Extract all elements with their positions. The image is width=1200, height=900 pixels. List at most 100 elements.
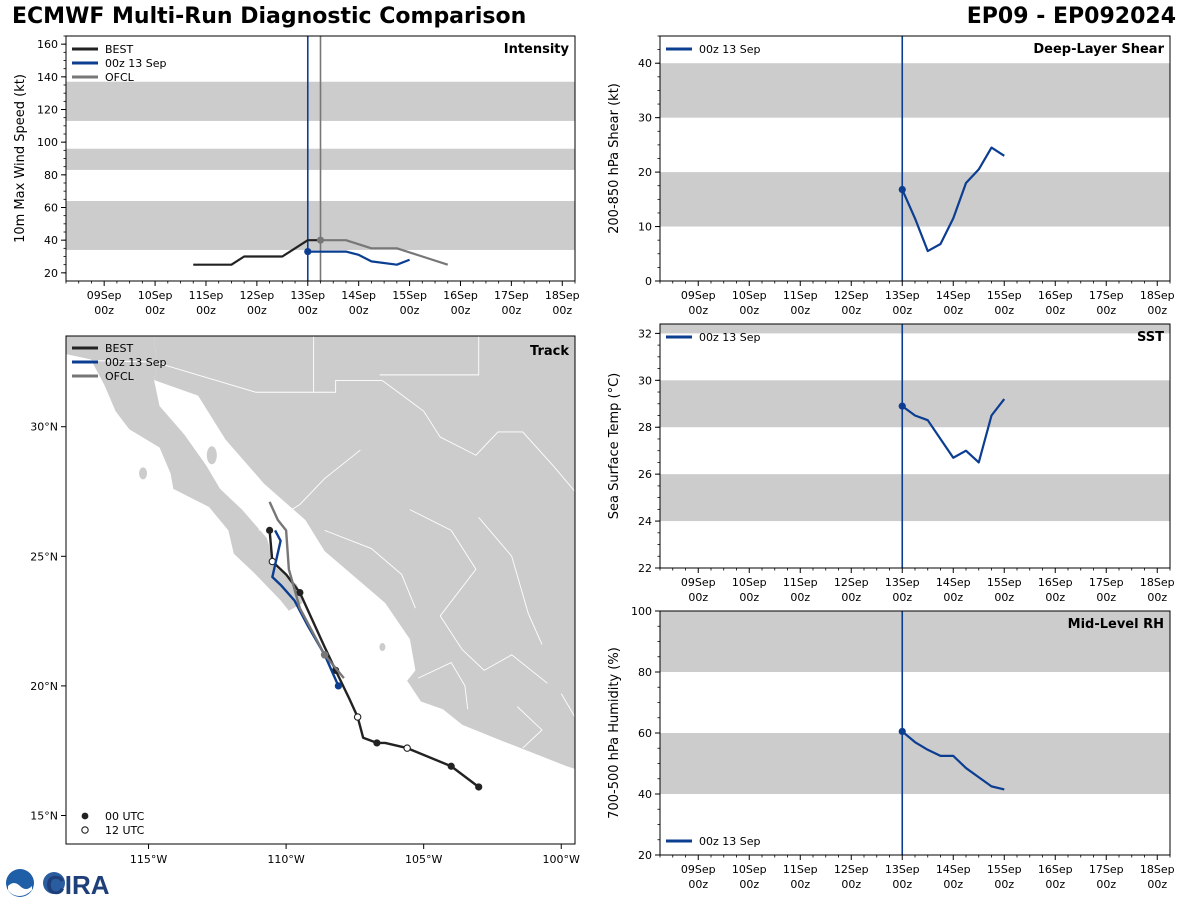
x-tick-label: 09Sep [681, 289, 716, 302]
y-axis-label: 200-850 hPa Shear (kt) [607, 83, 622, 234]
track-point-00utc [296, 588, 304, 597]
political-boundary [409, 509, 477, 617]
x-tick-label: 00z [1045, 591, 1065, 604]
x-tick-label: 14Sep [936, 863, 971, 876]
threshold-band [660, 380, 1170, 428]
x-tick-label: 00z [688, 304, 708, 317]
legend-label: 00 UTC [105, 810, 145, 823]
x-tick-label: 00z [298, 304, 318, 317]
x-tick-label: 12Sep [240, 289, 275, 302]
x-tick-label: 10Sep [138, 289, 173, 302]
track-point-ofcl [320, 650, 329, 659]
x-tick-label: 10Sep [732, 863, 767, 876]
x-tick-label: 00z [1096, 591, 1116, 604]
x-tick-label: 00z [688, 878, 708, 891]
track-point-12utc [353, 713, 362, 721]
track-point-00utc [447, 762, 455, 770]
y-tick-label: 20 [638, 849, 652, 862]
x-tick-label: 14Sep [341, 289, 376, 302]
baja-peninsula [66, 336, 303, 611]
x-tick-label: 16Sep [1038, 576, 1073, 589]
y-tick-label: 80 [44, 169, 58, 182]
lat-tick-label: 30°N [30, 421, 58, 434]
lon-tick-label: 110°W [267, 853, 304, 866]
x-tick-label: 14Sep [936, 576, 971, 589]
x-tick-label: 00z [501, 304, 521, 317]
chart-sst: 22 24 26 28 30 32 09Sep 00z 10Sep 00z 11Sep 00z 12Se… [607, 323, 1175, 604]
lat-tick-label: 25°N [30, 550, 58, 563]
chart-intensity: 20 40 60 80 100 120 140 160 09Sep 00z 10Sep 00z 11Se… [13, 35, 580, 317]
x-tick-label: 11Sep [783, 576, 818, 589]
x-tick-label: 16Sep [1038, 863, 1073, 876]
legend-label: 00z 13 Sep [699, 43, 761, 56]
x-tick-label: 15Sep [392, 289, 427, 302]
x-tick-label: 12Sep [834, 289, 869, 302]
map-frame [65, 335, 576, 845]
x-tick-label: 00z [892, 591, 912, 604]
x-tick-label: 00z [892, 304, 912, 317]
series-line [193, 239, 321, 266]
series-line [901, 146, 1005, 253]
x-tick-label: 09Sep [681, 863, 716, 876]
lon-tick-label: 115°W [130, 853, 167, 866]
mainland-landmass [154, 336, 575, 769]
political-boundary [258, 449, 361, 531]
x-tick-label: 00z [739, 591, 759, 604]
lat-tick-label: 15°N [30, 809, 58, 822]
x-tick-label: 13Sep [290, 289, 325, 302]
plot-area [66, 36, 575, 281]
y-tick-label: 120 [37, 104, 58, 117]
y-tick-label: 20 [638, 166, 652, 179]
x-tick-label: 00z [94, 304, 114, 317]
x-tick-label: 00z [349, 304, 369, 317]
x-tick-label: 00z [1147, 591, 1167, 604]
x-tick-label: 17Sep [1089, 289, 1124, 302]
island [379, 643, 386, 652]
y-tick-label: 100 [631, 605, 652, 618]
legend-marker-open [81, 826, 89, 834]
series-start-marker [304, 248, 312, 256]
x-tick-label: 00z [790, 304, 810, 317]
y-tick-label: 40 [638, 57, 652, 70]
x-tick-label: 14Sep [936, 289, 971, 302]
plot-frame [659, 323, 1171, 569]
series-start-marker [316, 236, 325, 244]
legend-label: BEST [105, 342, 133, 355]
x-tick-label: 00z [841, 878, 861, 891]
x-tick-label: 15Sep [987, 289, 1022, 302]
x-tick-label: 00z [247, 304, 267, 317]
x-tick-label: 18Sep [545, 289, 580, 302]
chart-track: 115°W 110°W 105°W 100°W 15°N 20°N 25°N 30°N Trac… [30, 335, 580, 866]
y-tick-label: 24 [638, 515, 652, 528]
x-tick-label: 00z [994, 304, 1014, 317]
x-tick-label: 15Sep [987, 576, 1022, 589]
x-tick-label: 10Sep [732, 289, 767, 302]
series-line [901, 398, 1006, 464]
track-point-00utc [373, 739, 381, 747]
y-tick-label: 10 [638, 221, 652, 234]
x-tick-label: 00z [943, 878, 963, 891]
legend-label: 00z 13 Sep [699, 835, 761, 848]
x-tick-label: 00z [1096, 878, 1116, 891]
x-tick-label: 13Sep [885, 863, 920, 876]
threshold-band [660, 324, 1170, 334]
plot-area [660, 36, 1170, 281]
series-line [320, 239, 449, 266]
x-tick-label: 00z [1147, 878, 1167, 891]
x-tick-label: 00z [994, 591, 1014, 604]
x-tick-label: 00z [994, 878, 1014, 891]
political-boundary [324, 529, 416, 609]
y-tick-label: 22 [638, 562, 652, 575]
panel-title: Mid-Level RH [1068, 617, 1164, 632]
political-boundary [382, 380, 575, 492]
lon-tick-label: 105°W [405, 853, 442, 866]
x-tick-label: 09Sep [87, 289, 122, 302]
x-tick-label: 00z [943, 591, 963, 604]
panel-title: Track [530, 344, 569, 359]
map-area [66, 336, 575, 844]
x-tick-label: 00z [739, 878, 759, 891]
x-tick-label: 11Sep [783, 863, 818, 876]
threshold-band [660, 611, 1170, 672]
y-tick-label: 20 [44, 267, 58, 280]
